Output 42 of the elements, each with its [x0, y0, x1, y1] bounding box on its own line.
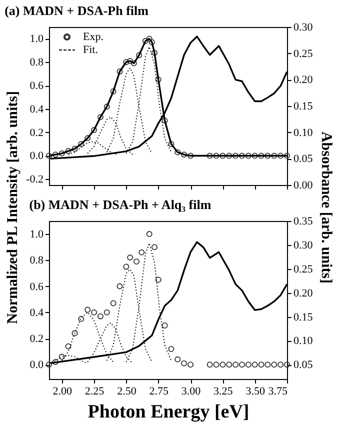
- x-tick-label: 2.75: [149, 386, 169, 398]
- chart-title: (a) MADN + DSA-Ph film: [4, 3, 149, 18]
- x-tick-label: 3.00: [181, 386, 202, 398]
- y2-tick-label: 0.00: [294, 180, 314, 192]
- y-tick-label: 0.8: [30, 254, 44, 267]
- y2-tick-label: 0.25: [294, 48, 314, 60]
- y-tick-label: 0.4: [30, 306, 44, 319]
- y2-axis-title: Absorbance [arb. units]: [318, 131, 334, 284]
- x-tick-label: 2.00: [52, 386, 72, 398]
- y2-tick-label: 0.15: [294, 311, 314, 324]
- y2-tick-label: 0.05: [294, 153, 314, 166]
- y2-tick-label: 0.30: [294, 239, 314, 252]
- y-tick-label: 0.8: [30, 56, 44, 69]
- y-tick-label: 0.6: [30, 80, 44, 92]
- chart-title: (b) MADN + DSA-Ph + Alq₃ film: [29, 197, 212, 212]
- y-tick-label: 0.2: [30, 126, 44, 139]
- y2-tick-label: 0.20: [294, 74, 314, 86]
- y2-tick-label: 0.15: [294, 100, 314, 112]
- y2-tick-label: 0.10: [294, 335, 314, 348]
- legend-label: Exp.: [83, 31, 104, 43]
- legend-label: Fit.: [83, 44, 98, 56]
- y-axis-title: Normalized PL Intensity [arb. units]: [5, 91, 22, 324]
- y2-tick-label: 0.30: [294, 22, 314, 34]
- y-tick-label: 0.6: [30, 280, 44, 293]
- x-tick-label: 3.75: [268, 386, 288, 398]
- y-tick-label: 1.0: [30, 33, 44, 46]
- x-tick-label: 3.25: [214, 386, 234, 398]
- y-tick-label: 1.0: [30, 228, 44, 241]
- x-tick-label: 2.25: [84, 386, 105, 398]
- y-tick-label: 0.0: [30, 359, 44, 372]
- x-axis-title: Photon Energy [eV]: [88, 402, 250, 422]
- y-tick-label: 0.2: [30, 333, 44, 346]
- y-tick-label: 0.0: [30, 150, 44, 162]
- y2-tick-label: 0.20: [294, 287, 314, 300]
- x-tick-label: 3.50: [246, 386, 266, 398]
- y2-tick-label: 0.25: [294, 263, 314, 276]
- y-tick-label: 0.4: [30, 103, 44, 116]
- y2-tick-label: 0.10: [294, 126, 314, 139]
- y2-tick-label: 0.35: [294, 216, 314, 228]
- y-tick-label: -0.2: [26, 174, 44, 186]
- x-tick-label: 2.50: [117, 386, 137, 398]
- y2-tick-label: 0.05: [294, 359, 314, 372]
